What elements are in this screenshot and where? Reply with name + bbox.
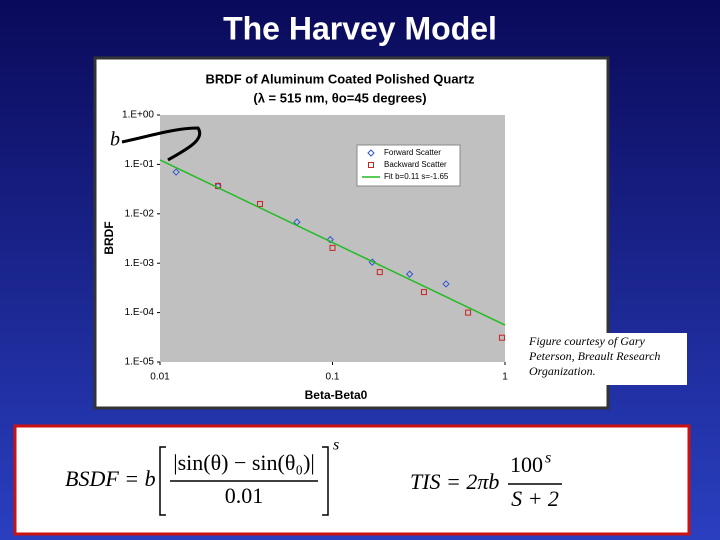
point (326, 235, 334, 244)
bsdf-exponent: s (333, 437, 339, 454)
tis-lhs: TIS = 2πb (410, 469, 499, 494)
point (442, 280, 450, 288)
slide-title: The Harvey Model (223, 10, 497, 46)
formula-box (13, 424, 691, 536)
y-tick-label: 1.E-05 (125, 357, 155, 368)
bsdf-brackets (159, 446, 329, 516)
y-tick-label: 1.E+00 (122, 110, 154, 121)
point (172, 168, 180, 176)
annotation-arrow (121, 126, 202, 162)
fit-line (159, 159, 506, 326)
bsdf-denominator: 0.01 (225, 483, 264, 508)
chart-subtitle: (λ = 515 nm, θo=45 degrees) (253, 90, 426, 105)
point (465, 309, 472, 316)
point (257, 200, 264, 207)
chart-title: BRDF of Aluminum Coated Polished Quartz (206, 71, 475, 86)
legend-label: Forward Scatter (384, 148, 441, 157)
legend-swatch (368, 162, 374, 168)
tis-numerator: 100 (510, 452, 543, 477)
point (376, 269, 383, 276)
bsdf-numerator: |sin(θ) − sin(θ₀)| (173, 450, 315, 475)
x-axis-label: Beta-Beta0 (305, 388, 368, 402)
x-tick-label: 1 (502, 372, 508, 383)
y-tick-label: 1.E-04 (125, 307, 155, 318)
x-tick-label: 0.1 (326, 372, 340, 383)
legend-label: Backward Scatter (384, 160, 447, 169)
y-axis-label: BRDF (102, 221, 116, 254)
y-tick-label: 1.E-01 (125, 159, 155, 170)
y-tick-label: 1.E-02 (125, 208, 155, 219)
point (498, 334, 505, 341)
legend (356, 144, 461, 187)
point (420, 289, 427, 296)
legend-label: Fit b=0.11 s=-1.65 (384, 172, 449, 181)
bsdf-lhs: BSDF = b (65, 466, 156, 491)
x-tick-label: 0.01 (150, 372, 170, 383)
y-tick-label: 1.E-03 (125, 258, 155, 269)
tis-denominator: S + 2 (511, 486, 559, 511)
caption: Figure courtesy of Gary Peterson, Breaul… (529, 334, 661, 378)
caption-box (527, 333, 687, 385)
point (329, 244, 336, 251)
legend-swatch (367, 149, 375, 157)
tis-numerator-exponent: s (545, 450, 551, 467)
caption-holder: Figure courtesy of Gary Peterson, Breaul… (529, 334, 661, 378)
point (405, 270, 414, 278)
annotation: b (110, 129, 120, 151)
